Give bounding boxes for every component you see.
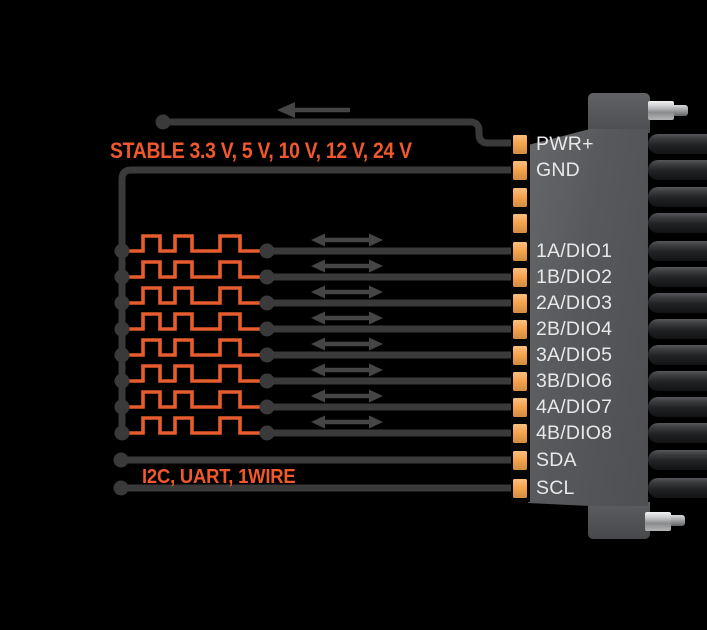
left-arrow-icon bbox=[277, 102, 350, 118]
arrow-head-left bbox=[311, 311, 325, 325]
connector-tab-bottom bbox=[588, 502, 650, 539]
pwm-wave bbox=[127, 390, 266, 409]
junction-dot bbox=[155, 114, 171, 130]
pin-strip bbox=[511, 130, 530, 502]
connector-body bbox=[528, 129, 648, 506]
connector-tab-top bbox=[588, 93, 650, 133]
arrow-head-right bbox=[369, 337, 383, 351]
pwm-wave bbox=[127, 416, 266, 435]
junction-dot bbox=[114, 425, 130, 441]
junction-dot bbox=[114, 321, 130, 337]
arrow-head-left bbox=[311, 363, 325, 377]
junction-dot bbox=[259, 373, 275, 389]
junction-dot bbox=[259, 243, 275, 259]
junction-dot bbox=[259, 425, 275, 441]
arrow-head-right bbox=[369, 415, 383, 429]
pwm-wave bbox=[127, 260, 266, 279]
arrow-head-left bbox=[311, 285, 325, 299]
junction-dot bbox=[114, 347, 130, 363]
junction-dot bbox=[114, 269, 130, 285]
ground-bus-line bbox=[118, 166, 514, 433]
junction-dot bbox=[113, 480, 129, 496]
junction-dot bbox=[114, 373, 130, 389]
screw-bottom-tip-icon bbox=[671, 515, 685, 526]
arrow-head-right bbox=[369, 259, 383, 273]
arrow-head-left bbox=[311, 259, 325, 273]
pwm-wave bbox=[127, 338, 266, 357]
pwm-wave bbox=[127, 234, 266, 253]
pwm-wave bbox=[127, 364, 266, 383]
junction-dot bbox=[259, 321, 275, 337]
left-arrow-head bbox=[277, 102, 295, 118]
junction-dot bbox=[259, 347, 275, 363]
arrow-head-right bbox=[369, 285, 383, 299]
arrow-head-left bbox=[311, 389, 325, 403]
power-line bbox=[163, 118, 514, 147]
arrow-head-right bbox=[369, 363, 383, 377]
arrow-head-left bbox=[311, 415, 325, 429]
junction-dot bbox=[113, 452, 129, 468]
junction-dot bbox=[114, 243, 130, 259]
arrow-head-left bbox=[311, 233, 325, 247]
arrow-head-right bbox=[369, 311, 383, 325]
arrow-head-right bbox=[369, 233, 383, 247]
junction-dot bbox=[259, 269, 275, 285]
screw-top-tip-icon bbox=[674, 105, 688, 116]
junction-dot bbox=[259, 399, 275, 415]
serial-bus-label: I2C, UART, 1WIRE bbox=[142, 466, 296, 488]
pwm-wave bbox=[127, 312, 266, 331]
arrow-head-left bbox=[311, 337, 325, 351]
power-rail-label: STABLE 3.3 V, 5 V, 10 V, 12 V, 24 V bbox=[110, 138, 412, 163]
arrow-head-right bbox=[369, 389, 383, 403]
junction-dot bbox=[114, 295, 130, 311]
screw-top-icon bbox=[648, 101, 674, 120]
junction-dot bbox=[259, 295, 275, 311]
screw-bottom-icon bbox=[645, 512, 671, 531]
pwm-wave bbox=[127, 286, 266, 305]
junction-dot bbox=[114, 399, 130, 415]
